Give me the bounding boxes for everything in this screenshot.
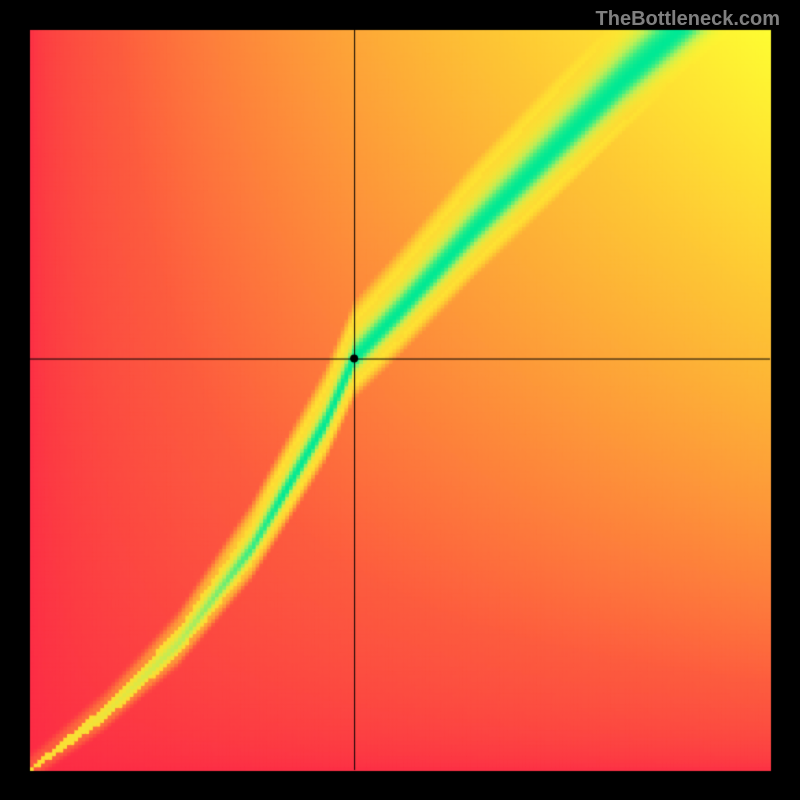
watermark-text: TheBottleneck.com <box>596 8 780 31</box>
chart-container: TheBottleneck.com <box>0 0 800 800</box>
bottleneck-heatmap <box>0 0 800 800</box>
